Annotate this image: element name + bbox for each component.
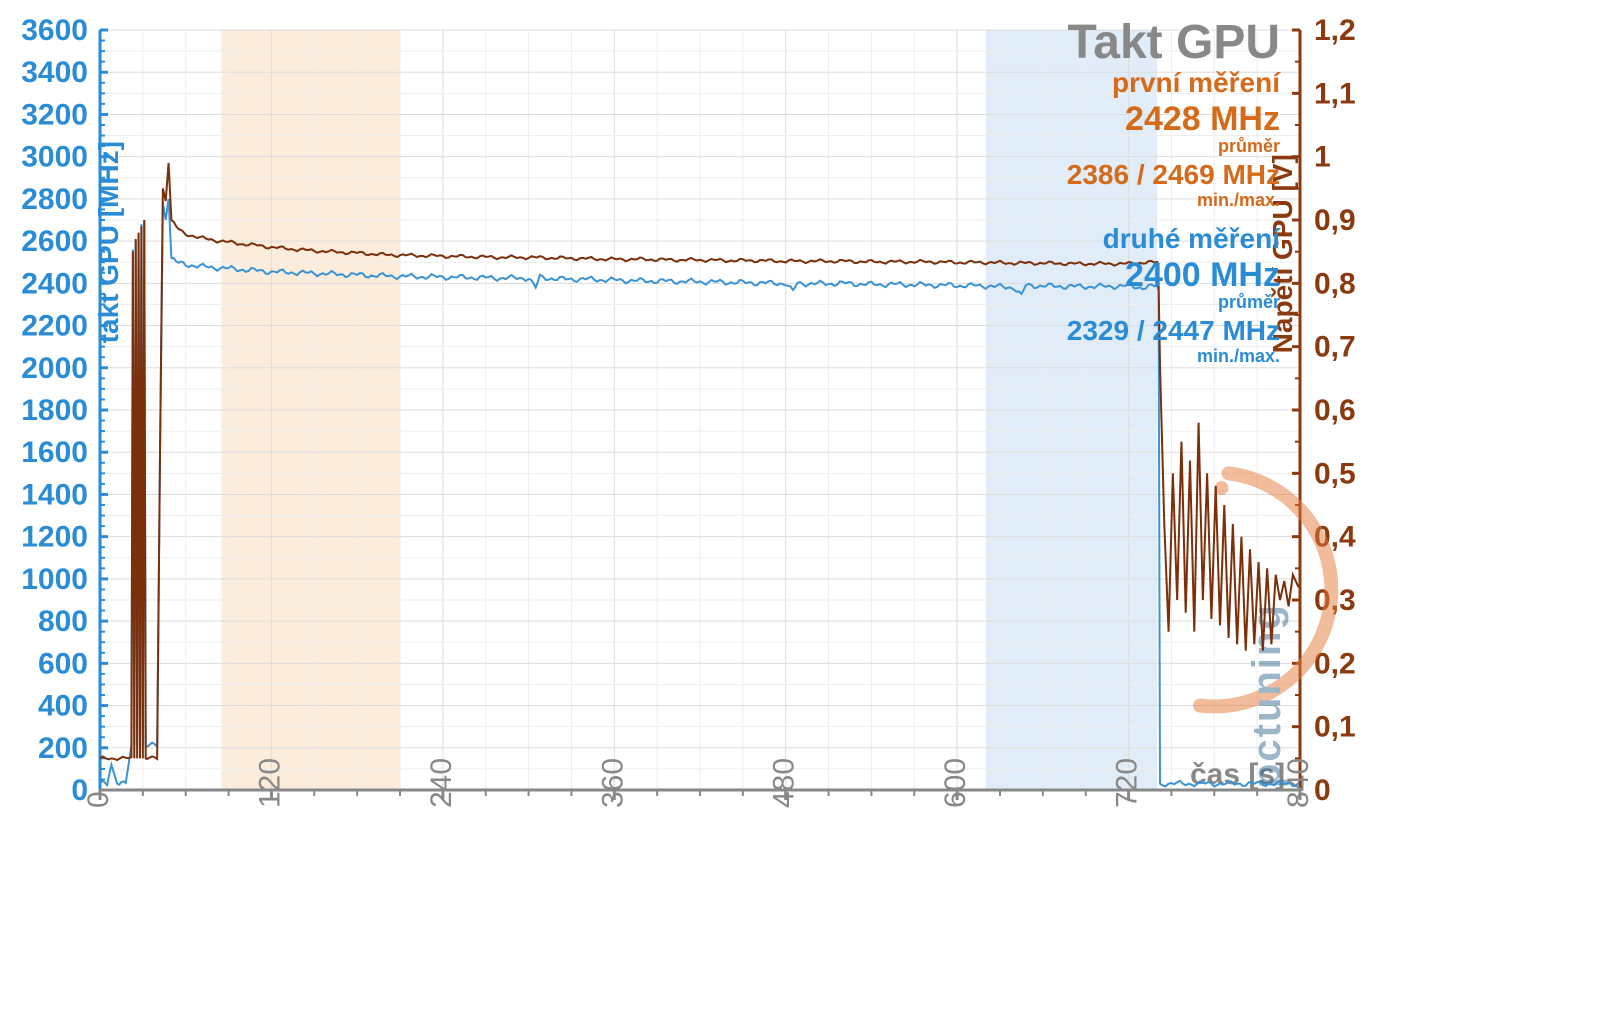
y-left-tick: 2200 [21, 310, 88, 343]
chart-title: Takt GPU [1068, 16, 1280, 69]
y-left-tick: 2800 [21, 183, 88, 216]
summary-first-range: 2386 / 2469 MHz [1067, 159, 1280, 190]
y-right-tick: 0,5 [1314, 457, 1356, 490]
x-tick: 480 [768, 758, 801, 808]
y-right-tick: 0,6 [1314, 394, 1356, 427]
x-tick: 720 [1111, 758, 1144, 808]
summary-second-avg-label: průměr [1218, 292, 1280, 312]
summary-first-range-label: min./max. [1197, 190, 1280, 210]
x-tick: 0 [82, 791, 115, 808]
x-tick: 120 [253, 758, 286, 808]
summary-first-avg-label: průměr [1218, 136, 1280, 156]
y-left-tick: 1600 [21, 436, 88, 469]
y-right-tick: 0,8 [1314, 267, 1356, 300]
y-left-tick: 2400 [21, 267, 88, 300]
chart-svg: 0200400600800100012001400160018002000220… [0, 0, 1600, 1009]
summary-first-heading: první měření [1112, 67, 1281, 98]
y-right-tick: 0,7 [1314, 331, 1356, 364]
summary-second-range-label: min./max. [1197, 346, 1280, 366]
y-left-tick: 200 [38, 732, 88, 765]
y-left-tick: 1800 [21, 394, 88, 427]
y-right-tick: 1,1 [1314, 77, 1356, 110]
y-left-tick: 2000 [21, 352, 88, 385]
y-left-tick: 1400 [21, 478, 88, 511]
y-right-tick: 1,2 [1314, 14, 1356, 47]
y-left-tick: 3200 [21, 98, 88, 131]
summary-second-avg: 2400 MHz [1125, 256, 1280, 294]
y-right-tick: 0 [1314, 774, 1331, 807]
y-left-tick: 3400 [21, 56, 88, 89]
svg-text:pctuning: pctuning [1245, 603, 1289, 788]
summary-second-range: 2329 / 2447 MHz [1067, 315, 1280, 346]
y-left-tick: 800 [38, 605, 88, 638]
summary-second-heading: druhé měření [1103, 223, 1282, 254]
y-left-tick: 3600 [21, 14, 88, 47]
y-left-tick: 400 [38, 690, 88, 723]
y-left-tick: 1000 [21, 563, 88, 596]
y-right-tick: 0,1 [1314, 711, 1356, 744]
summary-first-avg: 2428 MHz [1125, 100, 1280, 138]
y-left-tick: 1200 [21, 521, 88, 554]
x-tick: 360 [596, 758, 629, 808]
y-right-tick: 0,9 [1314, 204, 1356, 237]
y-right-tick: 1 [1314, 141, 1331, 174]
y-left-tick: 2600 [21, 225, 88, 258]
y-left-label: takt GPU [MHz] [93, 141, 124, 343]
x-tick: 600 [939, 758, 972, 808]
x-tick: 240 [425, 758, 458, 808]
y-left-tick: 600 [38, 647, 88, 680]
y-left-tick: 3000 [21, 141, 88, 174]
gpu-clock-chart: 0200400600800100012001400160018002000220… [0, 0, 1600, 1009]
